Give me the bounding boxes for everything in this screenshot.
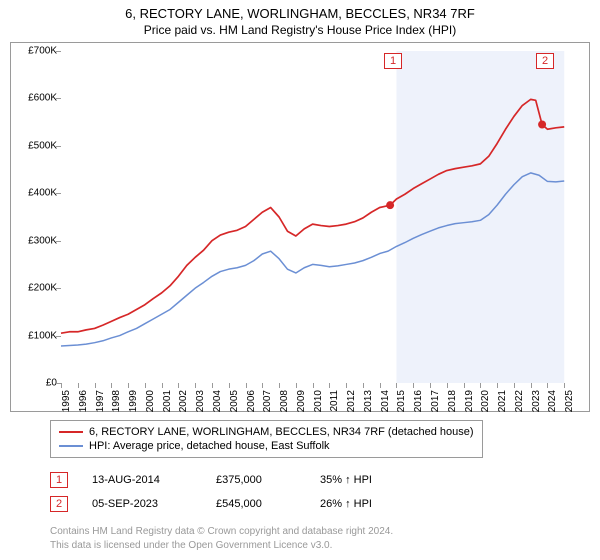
legend-row: HPI: Average price, detached house, East…	[59, 439, 474, 453]
x-tick-label: 2004	[212, 390, 223, 412]
y-tick-label: £500K	[28, 140, 57, 151]
event-delta: 35% ↑ HPI	[320, 474, 372, 486]
legend: 6, RECTORY LANE, WORLINGHAM, BECCLES, NR…	[50, 420, 483, 458]
event-dot-2	[538, 121, 546, 129]
event-price: £545,000	[216, 498, 296, 510]
x-tick-label: 2022	[514, 390, 525, 412]
x-tick-label: 2001	[162, 390, 173, 412]
event-date: 05-SEP-2023	[92, 498, 192, 510]
event-dot-1	[386, 201, 394, 209]
x-tick-label: 2009	[296, 390, 307, 412]
y-tick-label: £300K	[28, 235, 57, 246]
event-row: 1 13-AUG-2014 £375,000 35% ↑ HPI	[50, 468, 372, 492]
x-tick-label: 2007	[262, 390, 273, 412]
title-subtitle: Price paid vs. HM Land Registry's House …	[0, 23, 600, 37]
event-box-2: 2	[536, 53, 554, 69]
event-row: 2 05-SEP-2023 £545,000 26% ↑ HPI	[50, 492, 372, 516]
x-tick-label: 2012	[346, 390, 357, 412]
x-tick-label: 2011	[329, 390, 340, 412]
x-tick-label: 2008	[279, 390, 290, 412]
titles: 6, RECTORY LANE, WORLINGHAM, BECCLES, NR…	[0, 0, 600, 37]
x-tick-label: 2018	[447, 390, 458, 412]
x-tick-label: 2002	[178, 390, 189, 412]
x-tick-label: 1998	[111, 390, 122, 412]
y-tick-label: £400K	[28, 188, 57, 199]
x-tick-label: 2006	[246, 390, 257, 412]
x-tick-label: 2017	[430, 390, 441, 412]
event-num-box: 2	[50, 496, 68, 512]
x-tick-label: 2003	[195, 390, 206, 412]
x-tick-label: 1995	[61, 390, 72, 412]
y-tick-label: £100K	[28, 330, 57, 341]
x-tick-label: 2010	[313, 390, 324, 412]
x-tick-label: 2021	[497, 390, 508, 412]
chart-container: 6, RECTORY LANE, WORLINGHAM, BECCLES, NR…	[0, 0, 600, 560]
x-tick-label: 2005	[229, 390, 240, 412]
title-address: 6, RECTORY LANE, WORLINGHAM, BECCLES, NR…	[0, 6, 600, 21]
footer: Contains HM Land Registry data © Crown c…	[50, 525, 585, 552]
footer-line2: This data is licensed under the Open Gov…	[50, 539, 585, 553]
event-table: 1 13-AUG-2014 £375,000 35% ↑ HPI 2 05-SEP-202…	[50, 468, 372, 516]
event-price: £375,000	[216, 474, 296, 486]
y-tick-label: £700K	[28, 46, 57, 57]
x-tick-label: 1996	[78, 390, 89, 412]
y-tick-label: £600K	[28, 93, 57, 104]
legend-label: HPI: Average price, detached house, East…	[89, 440, 330, 452]
y-tick-label: £200K	[28, 283, 57, 294]
legend-label: 6, RECTORY LANE, WORLINGHAM, BECCLES, NR…	[89, 426, 474, 438]
x-tick-label: 2016	[413, 390, 424, 412]
x-tick-label: 2015	[396, 390, 407, 412]
x-tick-label: 2019	[464, 390, 475, 412]
series-svg	[61, 51, 581, 383]
event-delta: 26% ↑ HPI	[320, 498, 372, 510]
x-tick-label: 1997	[95, 390, 106, 412]
x-tick-label: 2023	[531, 390, 542, 412]
x-tick-label: 2014	[380, 390, 391, 412]
plot-area	[61, 51, 581, 383]
event-num-box: 1	[50, 472, 68, 488]
x-tick-label: 2025	[564, 390, 575, 412]
footer-line1: Contains HM Land Registry data © Crown c…	[50, 525, 585, 539]
chart-frame: £0£100K£200K£300K£400K£500K£600K£700K199…	[10, 42, 590, 412]
legend-swatch	[59, 431, 83, 433]
event-box-1: 1	[384, 53, 402, 69]
x-tick-label: 1999	[128, 390, 139, 412]
legend-swatch	[59, 445, 83, 447]
x-tick-label: 2013	[363, 390, 374, 412]
legend-row: 6, RECTORY LANE, WORLINGHAM, BECCLES, NR…	[59, 425, 474, 439]
x-tick-label: 2020	[480, 390, 491, 412]
x-tick-label: 2000	[145, 390, 156, 412]
x-tick-label: 2024	[547, 390, 558, 412]
event-date: 13-AUG-2014	[92, 474, 192, 486]
